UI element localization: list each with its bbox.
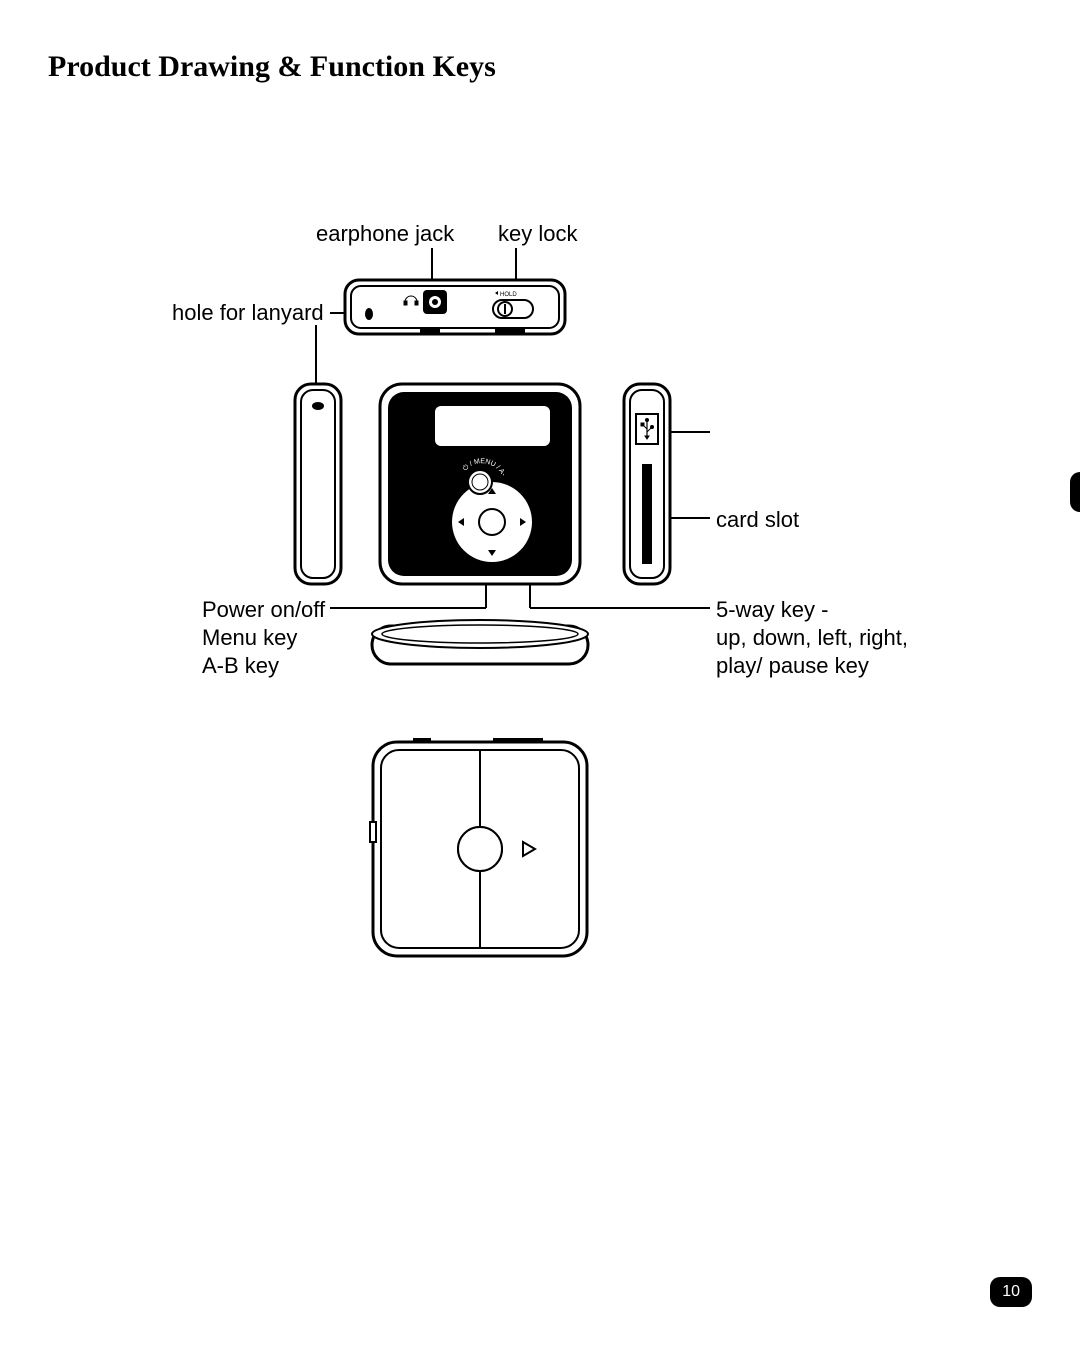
back-view	[370, 738, 587, 956]
right-side-view	[624, 384, 670, 584]
hold-text: HOLD	[500, 292, 517, 298]
top-view: HOLD	[345, 280, 565, 335]
bottom-edge-view	[372, 620, 588, 664]
left-side-view	[295, 384, 341, 584]
front-view: ⏻ / MENU / A-B	[378, 379, 580, 584]
product-diagram: HOLD	[0, 0, 1080, 1357]
